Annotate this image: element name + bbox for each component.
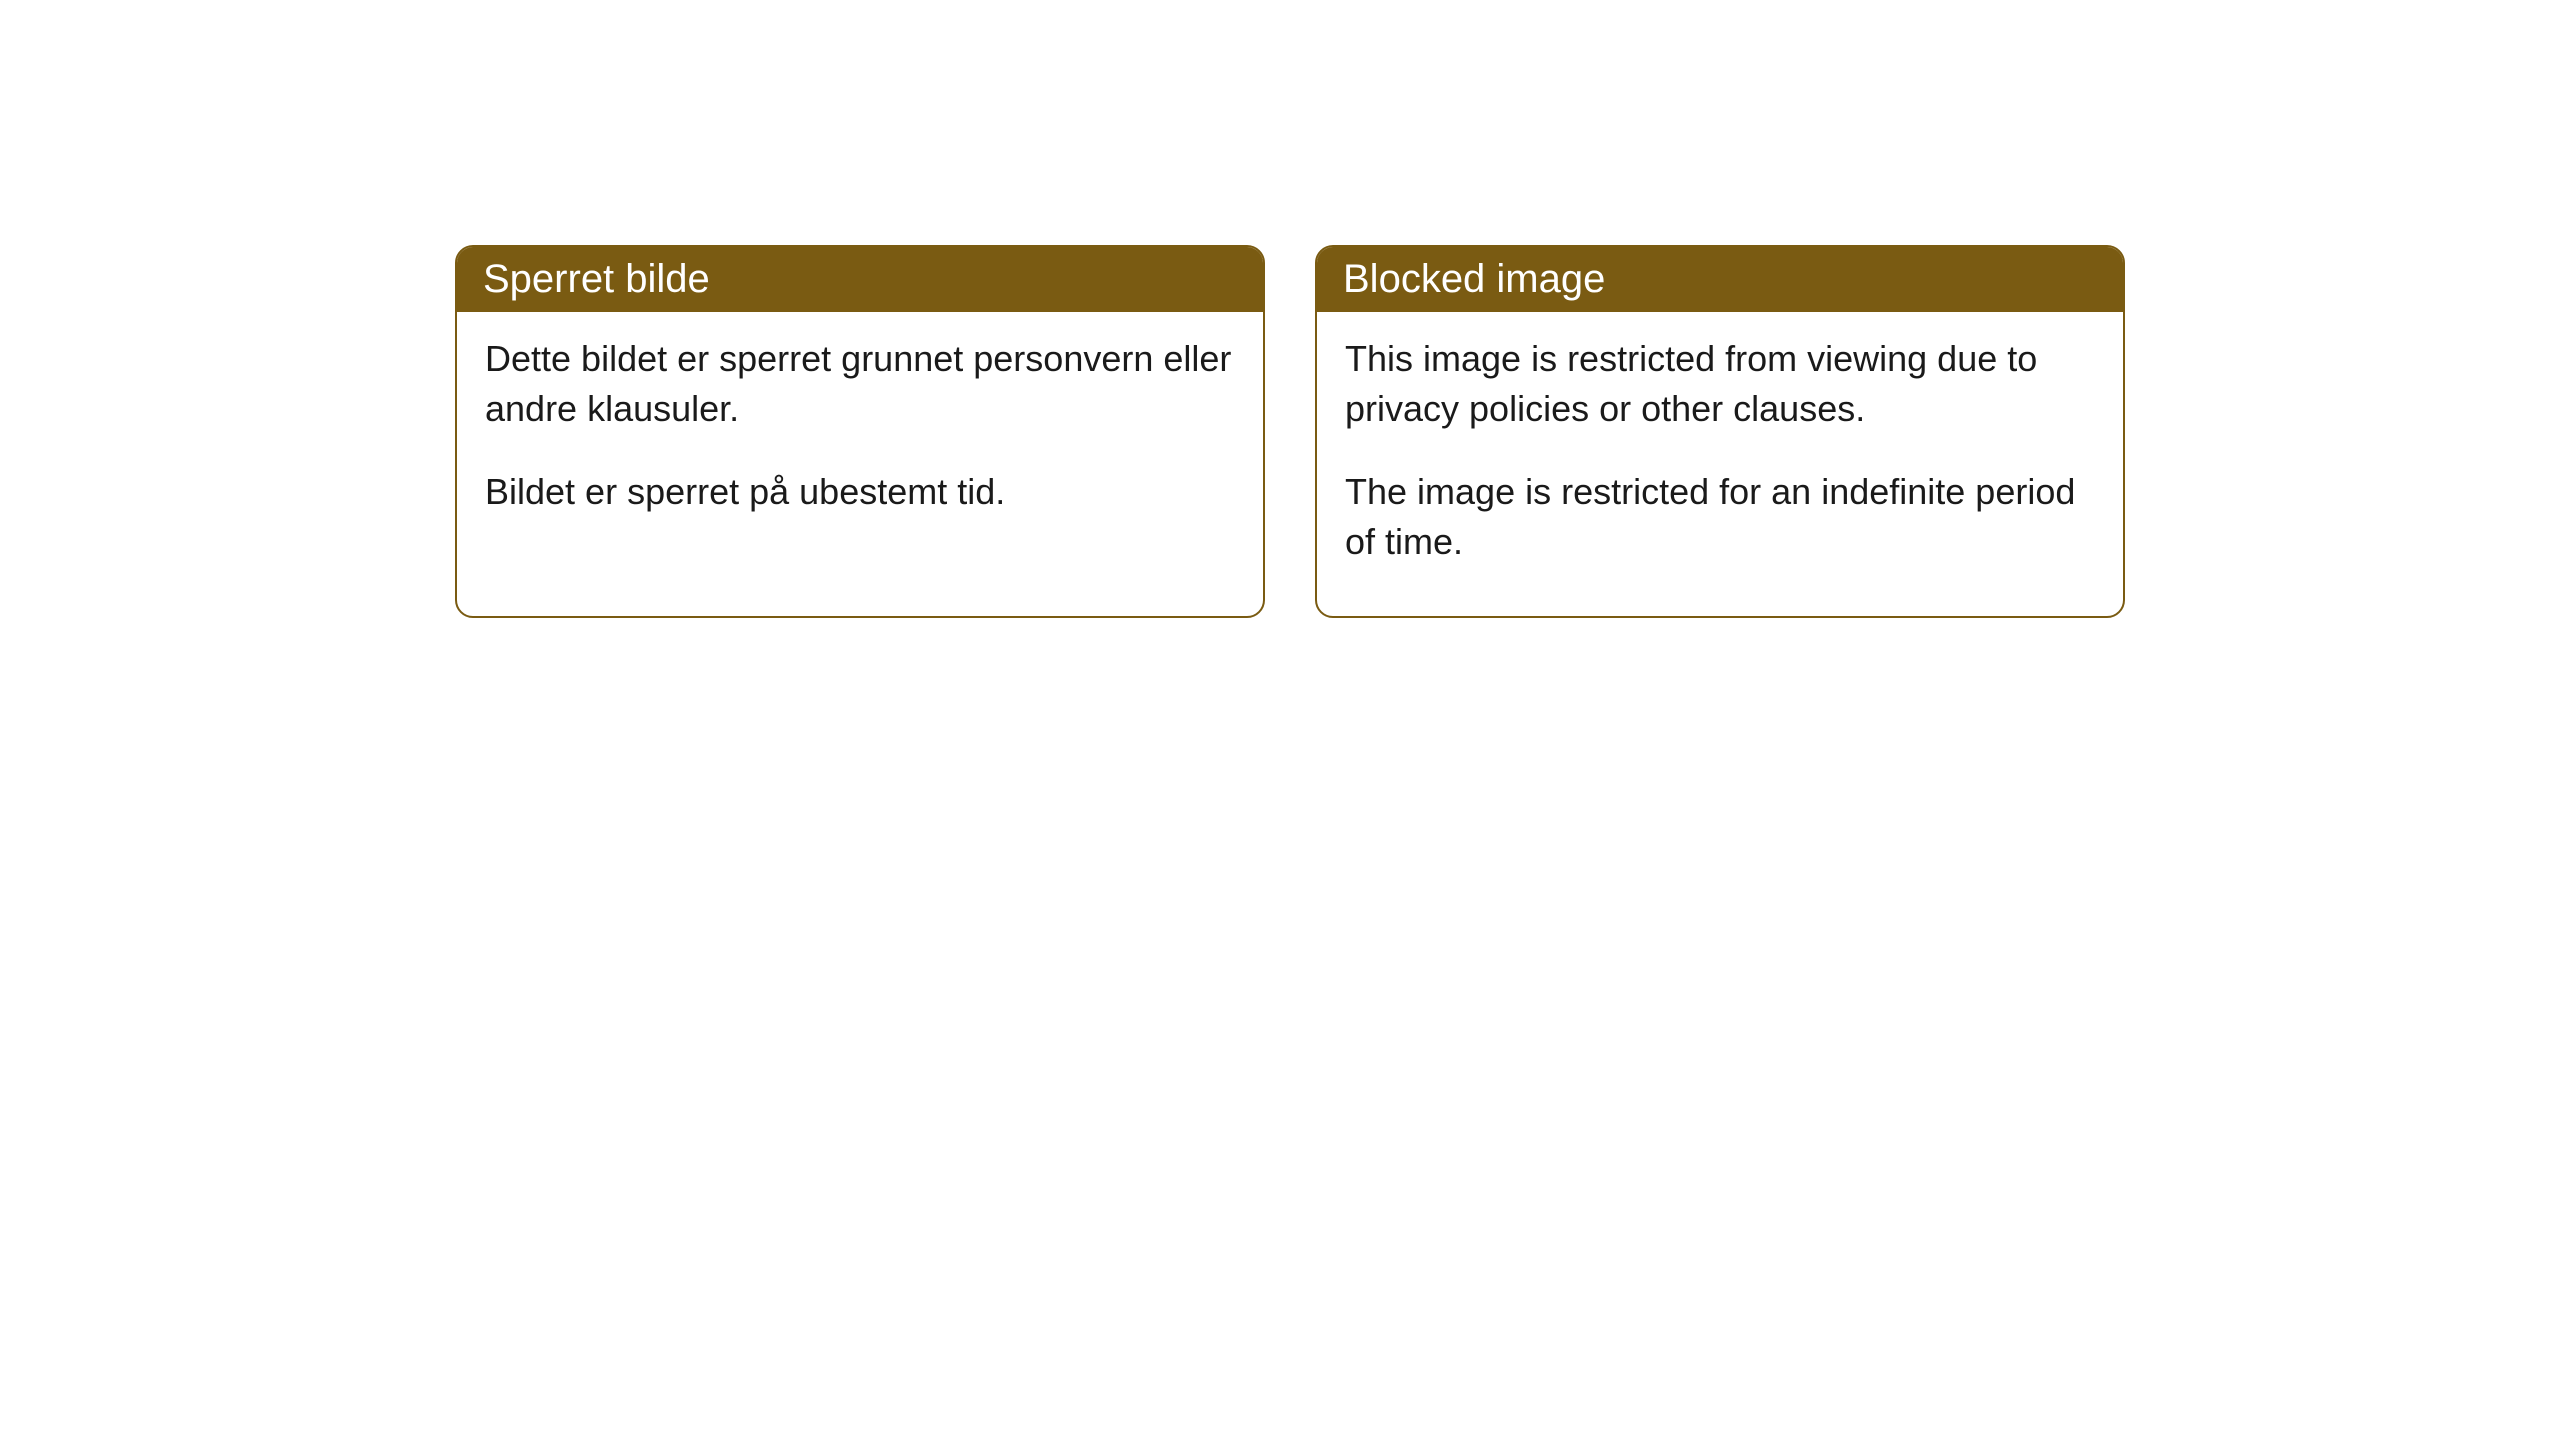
card-body-english: This image is restricted from viewing du… xyxy=(1317,312,2123,616)
cards-container: Sperret bilde Dette bildet er sperret gr… xyxy=(0,0,2560,618)
card-paragraph-2-norwegian: Bildet er sperret på ubestemt tid. xyxy=(485,467,1235,517)
card-header-english: Blocked image xyxy=(1317,247,2123,312)
card-paragraph-1-norwegian: Dette bildet er sperret grunnet personve… xyxy=(485,334,1235,435)
card-paragraph-2-english: The image is restricted for an indefinit… xyxy=(1345,467,2095,568)
card-body-norwegian: Dette bildet er sperret grunnet personve… xyxy=(457,312,1263,565)
blocked-image-card-norwegian: Sperret bilde Dette bildet er sperret gr… xyxy=(455,245,1265,618)
blocked-image-card-english: Blocked image This image is restricted f… xyxy=(1315,245,2125,618)
card-paragraph-1-english: This image is restricted from viewing du… xyxy=(1345,334,2095,435)
card-header-norwegian: Sperret bilde xyxy=(457,247,1263,312)
